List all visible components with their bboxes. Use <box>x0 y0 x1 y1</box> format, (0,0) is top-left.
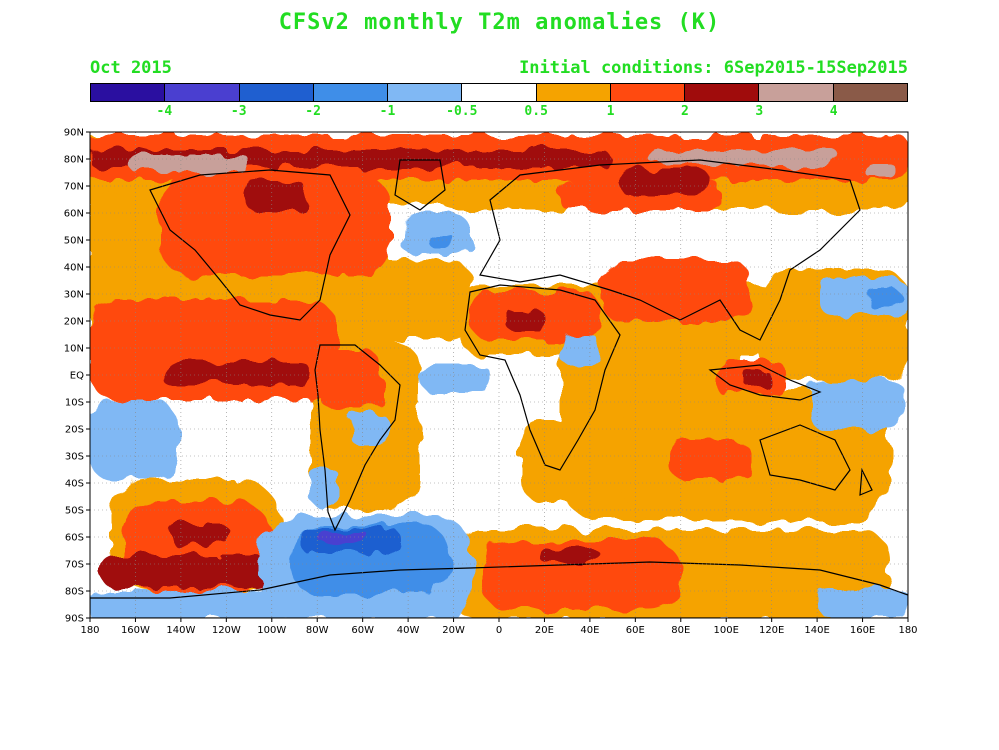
colorbar-swatch <box>312 84 388 101</box>
lat-label: 30N <box>64 290 84 301</box>
colorbar-tick-label: 4 <box>829 104 838 119</box>
lon-label: 20E <box>535 625 554 636</box>
colorbar-swatch <box>164 84 239 101</box>
lon-label: 120E <box>759 625 784 636</box>
lat-label: 30S <box>65 452 84 463</box>
lon-label: 180 <box>898 625 917 636</box>
colorbar-swatch <box>832 84 907 101</box>
lat-label: 50S <box>65 506 84 517</box>
lat-label: 40S <box>65 479 84 490</box>
lat-label: 60S <box>65 533 84 544</box>
chart-title: CFSv2 monthly T2m anomalies (K) <box>278 10 721 35</box>
colorbar-tick-label: 3 <box>755 104 764 119</box>
lon-label: 120W <box>212 625 241 636</box>
colorbar-tick-label: -1 <box>379 104 396 119</box>
lon-label: 100W <box>257 625 286 636</box>
lon-label: 60E <box>626 625 645 636</box>
lat-label: 80N <box>64 155 84 166</box>
lat-label: 80S <box>65 587 84 598</box>
lat-label: 70S <box>65 560 84 571</box>
forecast-month: Oct 2015 <box>90 58 172 78</box>
colorbar-swatch <box>609 84 685 101</box>
lon-label: 20W <box>442 625 465 636</box>
initial-conditions: Initial conditions: 6Sep2015-15Sep2015 <box>519 58 908 78</box>
colorbar-tick-label: -3 <box>230 104 247 119</box>
lon-label: 60W <box>351 625 374 636</box>
coastlines <box>90 159 908 618</box>
lat-label: 20N <box>64 317 84 328</box>
colorbar-tick-label: 2 <box>680 104 689 119</box>
lon-label: 0 <box>496 625 502 636</box>
colorbar-swatch <box>238 84 313 101</box>
lon-label: 80E <box>671 625 690 636</box>
colorbar-tick-label: 1 <box>606 104 615 119</box>
colorbar-swatch <box>758 84 833 101</box>
colorbar-tick-label: -0.5 <box>446 104 478 119</box>
lat-label: 50N <box>64 236 84 247</box>
lon-label: 40W <box>397 625 420 636</box>
lat-label: 70N <box>64 182 84 193</box>
lat-label: 90N <box>64 128 84 139</box>
longitude-axis: 180 160W 140W 120W 100W 80W 60W 40W 20W 0 20E 40E 60… <box>80 618 918 636</box>
lon-label: 160W <box>121 625 150 636</box>
colorbar-swatch <box>684 84 759 101</box>
colorbar-swatch <box>91 84 165 101</box>
colorbar-swatch <box>461 84 536 101</box>
lat-label: 10N <box>64 344 84 355</box>
lat-label: EQ <box>70 371 84 382</box>
lon-label: 140W <box>166 625 195 636</box>
lon-label: 180 <box>80 625 99 636</box>
lon-label: 160E <box>850 625 875 636</box>
colorbar-swatch <box>387 84 462 101</box>
lon-label: 140E <box>804 625 829 636</box>
lat-label: 60N <box>64 209 84 220</box>
lon-label: 80W <box>306 625 329 636</box>
lat-label: 10S <box>65 398 84 409</box>
lat-label: 90S <box>65 614 84 625</box>
lon-label: 40E <box>580 625 599 636</box>
lon-label: 100E <box>714 625 739 636</box>
graticule <box>90 132 908 618</box>
colorbar <box>90 83 908 102</box>
lat-label: 40N <box>64 263 84 274</box>
latitude-axis: 90N 80N 70N 60N 50N 40N 30N 20N 10N EQ 10S 20S 30S 40… <box>64 128 90 625</box>
colorbar-tick-label: 0.5 <box>524 104 548 119</box>
colorbar-tick-label: -2 <box>305 104 321 119</box>
colorbar-swatch <box>535 84 610 101</box>
colorbar-tick-label: -4 <box>156 104 173 119</box>
lat-label: 20S <box>65 425 84 436</box>
